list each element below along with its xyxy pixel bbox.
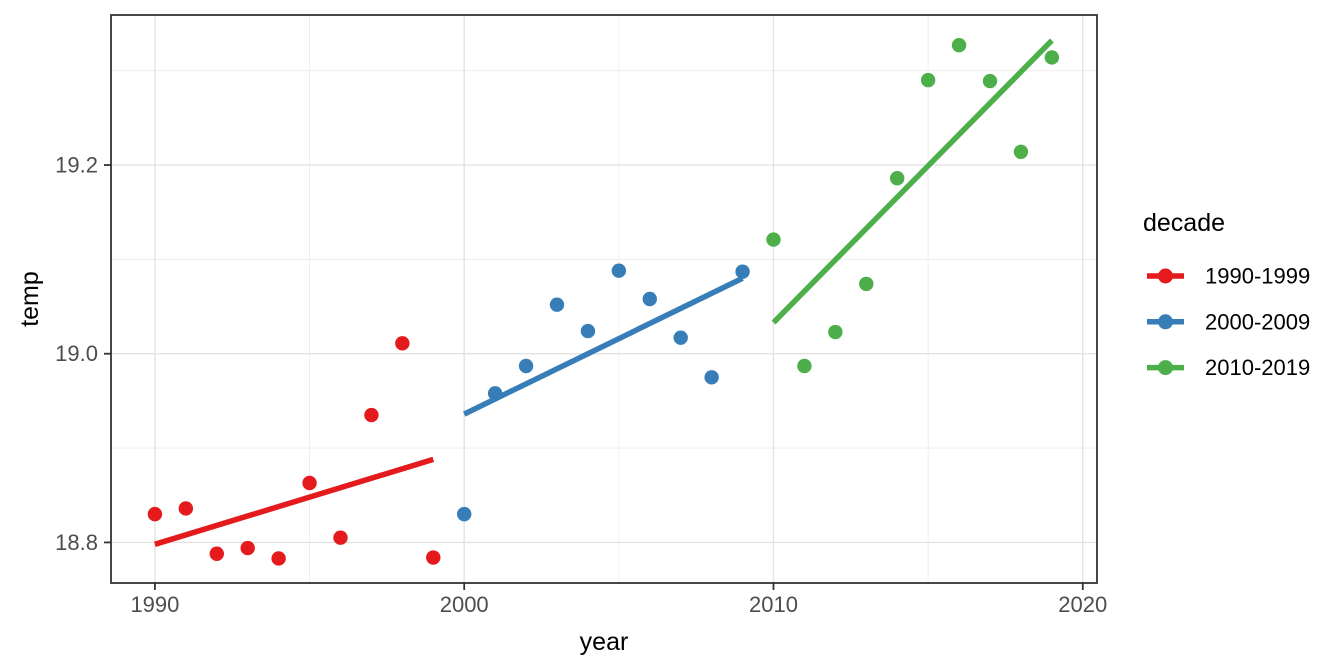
data-point — [642, 291, 657, 307]
trend-line — [462, 275, 744, 417]
x-tick-label: 2000 — [440, 592, 489, 617]
legend-item: 2000-2009 — [1147, 309, 1310, 334]
data-point — [920, 72, 936, 88]
axis-tick-marks — [104, 164, 1084, 590]
y-axis-title: temp — [16, 271, 44, 327]
legend-items: 1990-1999 2000-2009 2010-2019 — [1147, 264, 1310, 380]
data-point — [147, 506, 163, 522]
legend-item-label: 1990-1999 — [1205, 264, 1310, 289]
data-point — [611, 263, 627, 278]
legend-item: 2010-2019 — [1147, 355, 1310, 380]
trend-line — [771, 38, 1054, 325]
data-point — [797, 358, 812, 374]
legend-item-label: 2010-2019 — [1205, 355, 1310, 380]
legend-key-point — [1158, 268, 1173, 284]
legend-key-point — [1158, 360, 1173, 376]
data-point — [302, 475, 317, 491]
gridlines-minor — [111, 15, 1097, 583]
y-tick-label: 18.8 — [55, 530, 98, 555]
data-point — [890, 171, 905, 186]
data-point — [704, 370, 719, 385]
data-point — [209, 546, 224, 561]
data-point — [395, 336, 410, 351]
data-point — [673, 330, 688, 345]
data-point — [951, 37, 967, 53]
legend-title: decade — [1143, 209, 1225, 237]
data-point — [364, 407, 379, 423]
y-tick-label: 19.0 — [55, 341, 98, 366]
data-point — [1044, 50, 1060, 65]
data-point — [240, 540, 255, 556]
data-point — [518, 358, 534, 374]
data-points-layer — [147, 37, 1060, 566]
legend-item: 1990-1999 — [1147, 264, 1310, 289]
data-point — [333, 530, 348, 545]
x-tick-label: 2020 — [1058, 592, 1107, 617]
x-tick-label: 1990 — [130, 592, 179, 617]
data-point — [426, 550, 441, 565]
data-point — [828, 324, 843, 340]
data-point — [735, 264, 750, 279]
panel-border — [110, 14, 1098, 584]
data-point — [982, 73, 998, 89]
data-point — [859, 276, 874, 292]
data-point — [271, 551, 286, 566]
data-point — [178, 501, 194, 516]
x-axis-title: year — [580, 628, 629, 656]
y-tick-label: 19.2 — [55, 153, 98, 178]
gridlines-major — [111, 15, 1097, 583]
legend-item-label: 2000-2009 — [1205, 309, 1310, 334]
data-point — [457, 506, 472, 522]
axis-tick-labels: 1990 2000 2010 2020 18.8 19.0 19.2 — [55, 153, 1107, 617]
data-point — [580, 323, 596, 339]
data-point — [1013, 144, 1029, 160]
data-point — [766, 232, 781, 247]
trend-line — [154, 456, 435, 547]
legend-key-point — [1158, 314, 1173, 330]
legend: decade 1990-1999 2000-2009 2010-2019 — [1143, 209, 1310, 380]
trend-lines-layer — [154, 38, 1054, 547]
x-tick-label: 2010 — [749, 592, 798, 617]
data-point — [549, 297, 565, 312]
